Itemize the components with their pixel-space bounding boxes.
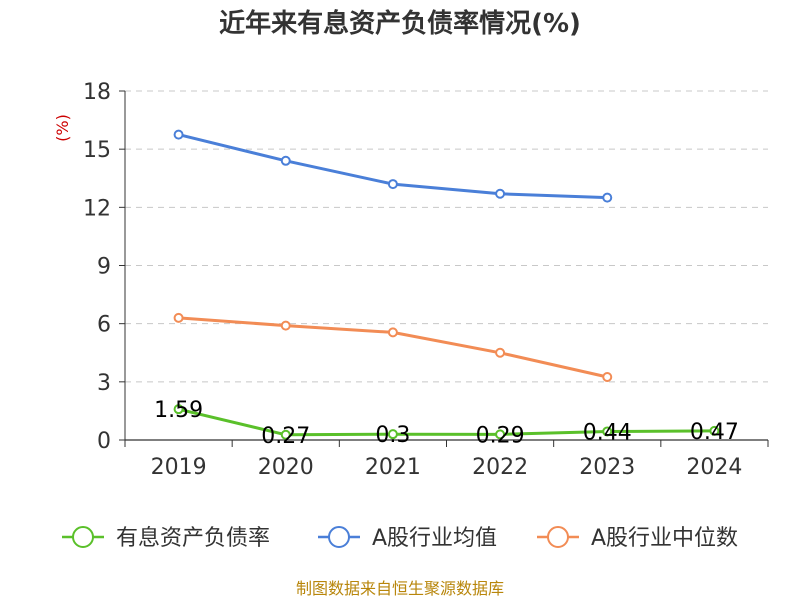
data-label: 0.27 [261,424,310,449]
data-point [280,429,291,440]
x-tick-label: 2020 [258,455,314,480]
legend-label: A股行业均值 [372,526,497,551]
data-labels: 1.59 0.27 0.3 0.29 0.44 0.47 [154,398,739,449]
series-lines [173,129,720,440]
data-point [173,129,184,140]
legend-marker [328,526,350,548]
y-tick-label: 6 [97,313,111,338]
data-point [173,404,184,415]
data-point [280,320,291,331]
y-tick-label: 0 [97,429,111,454]
legend: 有息资产负债率 A股行业均值 A股行业中位数 [62,526,738,551]
axes: 0 3 6 9 12 15 18 2019 2020 2021 2022 2023 2024 [83,80,769,480]
y-tick-label: 9 [97,255,111,280]
legend-marker [547,526,569,548]
data-label: 0.44 [583,420,632,445]
x-tick-label: 2019 [151,455,207,480]
x-tick-label: 2024 [686,455,742,480]
source-note: 制图数据来自恒生聚源数据库 [296,579,504,598]
data-point [387,179,398,190]
y-tick-label: 18 [83,80,111,105]
data-point [495,188,506,199]
x-tick-label: 2021 [365,455,421,480]
data-point [495,429,506,440]
data-label: 1.59 [154,398,203,423]
y-axis-unit: (%) [53,114,72,142]
x-tick-label: 2022 [472,455,528,480]
y-tick-label: 12 [83,196,111,221]
grid-lines [125,90,768,383]
x-tick-label: 2023 [579,455,635,480]
data-point [602,371,613,382]
legend-marker [72,526,94,548]
data-point [709,425,720,436]
data-point [387,327,398,338]
data-point [280,155,291,166]
chart-title: 近年来有息资产负债率情况(%) [219,8,581,39]
data-point [602,426,613,437]
data-label: 0.29 [476,423,525,448]
data-label: 0.3 [375,423,410,448]
data-point [387,429,398,440]
series-line [178,407,715,437]
legend-label: A股行业中位数 [591,526,738,551]
series-line [178,316,608,379]
legend-label: 有息资产负债率 [116,526,270,551]
data-label: 0.47 [690,420,739,445]
y-tick-label: 3 [97,371,111,396]
y-tick-label: 15 [83,138,111,163]
data-point [173,312,184,323]
data-point [495,347,506,358]
data-point [602,192,613,203]
